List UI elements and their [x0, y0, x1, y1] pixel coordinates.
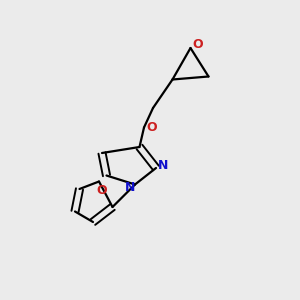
- Text: O: O: [96, 184, 107, 197]
- Text: O: O: [193, 38, 203, 51]
- Text: N: N: [124, 181, 135, 194]
- Text: O: O: [146, 121, 157, 134]
- Text: N: N: [158, 159, 168, 172]
